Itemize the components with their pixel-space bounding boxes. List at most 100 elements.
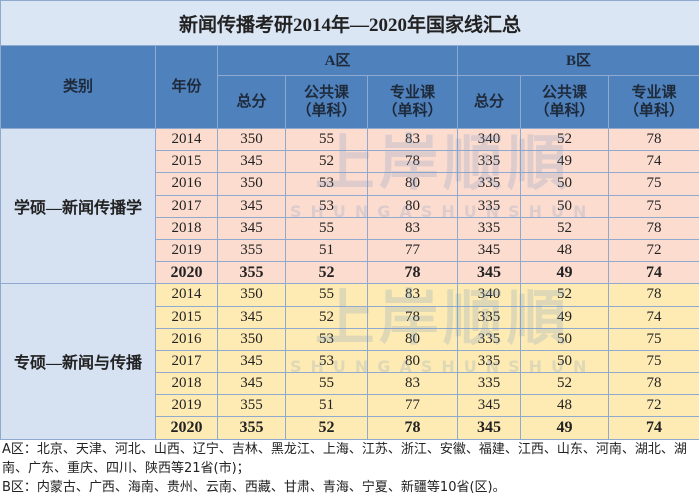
- data-row: 2020 355 52 78 345 49 74: [1, 416, 699, 440]
- year-cell: 2019: [155, 238, 218, 263]
- score-cell: 52: [285, 305, 368, 329]
- score-cell: 335: [457, 372, 521, 396]
- year-cell: 2015: [155, 305, 218, 329]
- year-cell: 2017: [155, 349, 218, 374]
- score-cell: 83: [367, 216, 458, 240]
- year-cell: 2018: [155, 216, 218, 240]
- score-cell: 78: [367, 150, 458, 174]
- score-cell: 74: [607, 261, 699, 285]
- footer-line: A区：北京、天津、河北、山西、辽宁、吉林、黑龙江、上海、江苏、浙江、安徽、福建、…: [2, 442, 687, 476]
- score-cell: 74: [607, 416, 699, 440]
- year-cell: 2015: [155, 150, 218, 174]
- score-cell: 83: [367, 127, 458, 152]
- score-cell: 80: [367, 194, 458, 218]
- year-cell: 2020: [155, 416, 218, 440]
- score-cell: 50: [520, 172, 609, 196]
- score-cell: 72: [607, 238, 699, 263]
- year-cell: 2016: [155, 327, 218, 351]
- score-cell: 74: [607, 305, 699, 329]
- score-cell: 52: [520, 283, 609, 307]
- score-cell: 52: [285, 261, 368, 285]
- header-cell: 公共课 （单科）: [285, 75, 368, 129]
- data-row: 2018 345 55 83 335 52 78: [1, 216, 699, 240]
- score-cell: 78: [607, 216, 699, 240]
- score-cell: 335: [457, 150, 521, 174]
- score-cell: 355: [217, 238, 286, 263]
- score-cell: 52: [520, 372, 609, 396]
- year-cell: 2014: [155, 127, 218, 152]
- data-row: 学硕—新闻传播学 2014 350 55 83 340 52 78: [0, 127, 699, 285]
- score-cell: 74: [607, 150, 699, 174]
- score-cell: 78: [367, 305, 458, 329]
- score-cell: 55: [285, 127, 368, 152]
- score-cell: 50: [520, 327, 609, 351]
- year-cell: 2014: [155, 283, 218, 307]
- score-cell: 75: [607, 349, 699, 374]
- score-cell: 72: [607, 394, 699, 418]
- score-cell: 51: [285, 238, 368, 263]
- header-cell: 专业课 （单科）: [367, 75, 458, 129]
- score-cell: 345: [457, 416, 521, 440]
- score-cell: 345: [457, 238, 521, 263]
- score-cell: 345: [457, 261, 521, 285]
- score-cell: 350: [217, 127, 286, 152]
- data-row: 2018 345 55 83 335 52 78: [1, 372, 699, 396]
- score-cell: 49: [520, 150, 609, 174]
- year-cell: 2020: [155, 261, 218, 285]
- data-row: 2016 350 53 80 335 50 75: [1, 327, 699, 351]
- score-cell: 49: [520, 261, 609, 285]
- score-cell: 340: [457, 127, 521, 152]
- header-cell: A区: [217, 45, 458, 76]
- score-table: 新闻传播考研2014年—2020年国家线汇总 类别 年份 A区 B区 总分 公共课 （单科）…: [0, 0, 699, 440]
- score-cell: 75: [607, 327, 699, 351]
- header-cell: 年份: [155, 45, 218, 129]
- score-cell: 77: [367, 394, 458, 418]
- header-cell: 专业课 （单科）: [607, 75, 699, 129]
- score-cell: 78: [607, 283, 699, 307]
- score-cell: 53: [285, 194, 368, 218]
- header-row: 类别 年份 A区 B区: [0, 45, 699, 129]
- score-cell: 335: [457, 172, 521, 196]
- score-cell: 335: [457, 194, 521, 218]
- score-cell: 78: [607, 127, 699, 152]
- score-cell: 52: [520, 127, 609, 152]
- data-row: 2015 345 52 78 335 49 74: [1, 305, 699, 329]
- year-cell: 2018: [155, 372, 218, 396]
- score-cell: 50: [520, 349, 609, 374]
- score-cell: 355: [217, 394, 286, 418]
- score-cell: 340: [457, 283, 521, 307]
- score-cell: 80: [367, 172, 458, 196]
- score-cell: 78: [367, 261, 458, 285]
- category-cell: 专硕—新闻与传播: [0, 283, 156, 440]
- table-title: 新闻传播考研2014年—2020年国家线汇总: [0, 0, 699, 46]
- header-row: 总分 公共课 （单科） 专业课 （单科） 总分 公共课 （单科） 专业课 （单科）: [1, 75, 699, 129]
- score-cell: 55: [285, 216, 368, 240]
- footer-line: B区：内蒙古、广西、海南、贵州、云南、西藏、甘肃、青海、宁夏、新疆等10省(区)…: [2, 480, 506, 495]
- score-cell: 350: [217, 172, 286, 196]
- score-cell: 350: [217, 327, 286, 351]
- data-row: 2016 350 53 80 335 50 75: [1, 172, 699, 196]
- score-cell: 53: [285, 349, 368, 374]
- score-cell: 53: [285, 172, 368, 196]
- header-cell: 总分: [457, 75, 521, 129]
- score-cell: 335: [457, 305, 521, 329]
- score-cell: 345: [217, 305, 286, 329]
- score-cell: 55: [285, 372, 368, 396]
- title-row: 新闻传播考研2014年—2020年国家线汇总: [0, 0, 699, 46]
- header-cell: 类别: [0, 45, 156, 129]
- year-cell: 2019: [155, 394, 218, 418]
- score-cell: 78: [367, 416, 458, 440]
- year-cell: 2016: [155, 172, 218, 196]
- score-cell: 83: [367, 372, 458, 396]
- score-cell: 335: [457, 216, 521, 240]
- score-cell: 49: [520, 416, 609, 440]
- score-cell: 355: [217, 416, 286, 440]
- footer-notes: A区：北京、天津、河北、山西、辽宁、吉林、黑龙江、上海、江苏、浙江、安徽、福建、…: [2, 440, 697, 497]
- score-cell: 345: [457, 394, 521, 418]
- score-cell: 48: [520, 238, 609, 263]
- score-cell: 345: [217, 349, 286, 374]
- score-cell: 51: [285, 394, 368, 418]
- score-cell: 335: [457, 349, 521, 374]
- score-cell: 80: [367, 349, 458, 374]
